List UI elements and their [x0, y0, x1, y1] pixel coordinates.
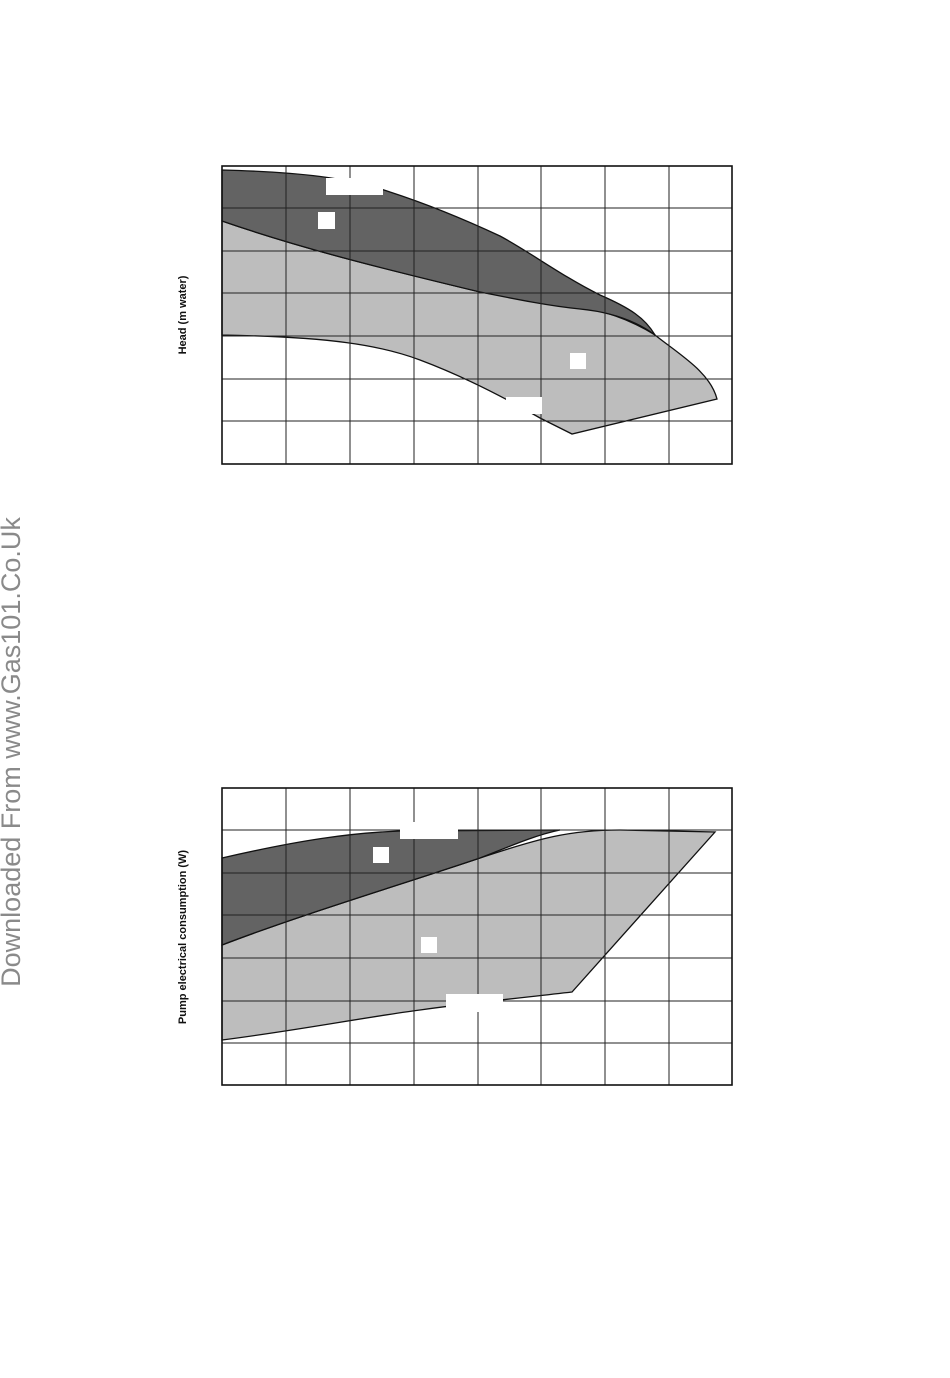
y-axis-label: Pump electrical consumption (W): [177, 850, 189, 1025]
grid: [222, 166, 732, 464]
frame: [221, 165, 733, 465]
label-boxes: [318, 178, 586, 414]
y-axis-label: Head (m water): [177, 275, 189, 354]
grid: [222, 788, 732, 1085]
frame: [221, 787, 733, 1086]
watermark: Downloaded From www.Gas101.Co.Uk: [0, 517, 26, 987]
dark-area: [221, 829, 561, 946]
power-chart: Pump electrical consumption (W): [177, 787, 733, 1086]
label-boxes: [373, 822, 503, 1012]
dark-area: [221, 169, 656, 336]
head-chart: Head (m water): [177, 165, 733, 465]
